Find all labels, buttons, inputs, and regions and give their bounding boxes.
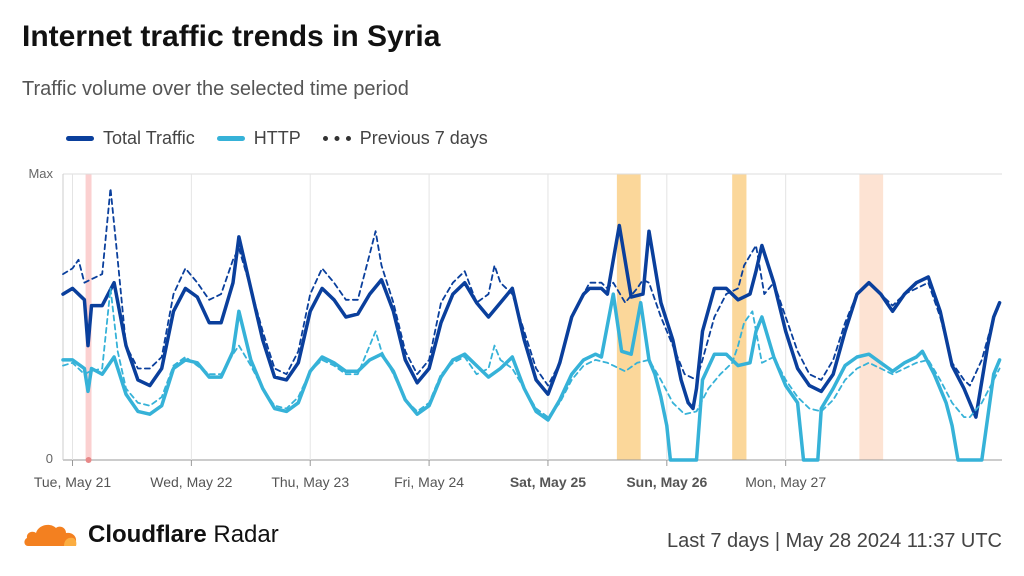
legend-swatch-total-traffic	[66, 136, 94, 141]
chart-series	[61, 187, 1002, 463]
outage-bands	[85, 174, 884, 460]
x-tick-label-3: Fri, May 24	[394, 474, 464, 490]
legend-label-previous-7-days: Previous 7 days	[359, 128, 488, 148]
x-tick-label-1: Wed, May 22	[150, 474, 232, 490]
timestamp: May 28 2024 11:37 UTC	[785, 530, 1002, 552]
cloudflare-cloud-icon	[24, 524, 77, 546]
legend-label-http: HTTP	[253, 128, 301, 148]
legend-item-previous-7-days[interactable]: Previous 7 days	[322, 128, 488, 149]
legend-swatch-http	[216, 136, 245, 141]
series-line-http	[61, 292, 1002, 462]
highlight-band-0	[85, 174, 92, 460]
series-line-total-traffic	[61, 223, 1002, 419]
series-line-previous-7-days	[62, 187, 1001, 387]
legend-item-total-traffic[interactable]: Total Traffic	[66, 128, 195, 149]
y-tick-label-zero: 0	[46, 451, 53, 466]
legend-item-http[interactable]: HTTP	[216, 128, 301, 149]
time-range-label: Last 7 days	[666, 530, 770, 552]
x-tick-label-5: Sun, May 26	[626, 474, 707, 490]
x-axis: Tue, May 21 Wed, May 22 Thu, May 23 Fri, Ma…	[34, 460, 826, 490]
y-axis: Max 0	[28, 166, 53, 466]
brand-name-bold: Cloudflare	[88, 521, 207, 548]
y-tick-label-max: Max	[28, 166, 53, 181]
annotation-marker-0	[85, 457, 92, 463]
brand-name: Cloudflare Radar	[88, 521, 279, 549]
chart-legend: Total Traffic HTTP Previous 7 days	[66, 128, 510, 149]
brand-name-light: Radar	[213, 521, 279, 548]
chart-subtitle: Traffic volume over the selected time pe…	[22, 78, 409, 100]
legend-label-total-traffic: Total Traffic	[103, 128, 195, 148]
time-range-info: Last 7 days | May 28 2024 11:37 UTC	[667, 530, 1002, 553]
x-tick-label-2: Thu, May 23	[271, 474, 349, 490]
x-tick-label-6: Mon, May 27	[745, 474, 826, 490]
legend-swatch-previous-7-days	[322, 136, 351, 141]
separator: |	[774, 530, 781, 552]
highlight-band-3	[859, 174, 884, 460]
chart-title: Internet traffic trends in Syria	[22, 20, 441, 53]
highlight-band-2	[732, 174, 747, 460]
x-tick-label-0: Tue, May 21	[34, 474, 112, 490]
series-line-previous-7-days-http	[62, 287, 1001, 418]
cloudflare-radar-logo: Cloudflare Radar	[22, 520, 279, 550]
x-tick-label-4: Sat, May 25	[510, 474, 586, 490]
